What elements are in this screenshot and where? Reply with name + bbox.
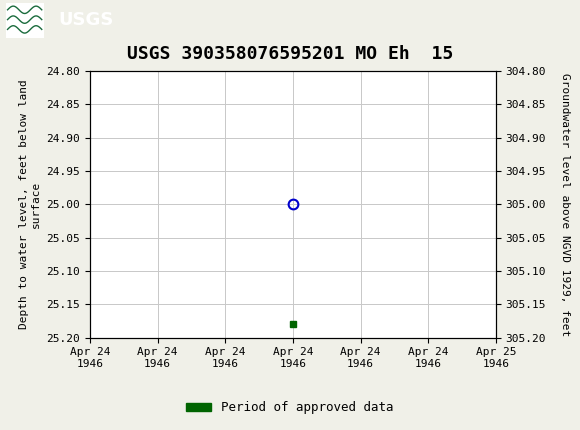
Legend: Period of approved data: Period of approved data: [181, 396, 399, 419]
Bar: [6, 3, 44, 37]
Y-axis label: Groundwater level above NGVD 1929, feet: Groundwater level above NGVD 1929, feet: [560, 73, 570, 336]
Y-axis label: Depth to water level, feet below land
surface: Depth to water level, feet below land su…: [19, 80, 41, 329]
Text: USGS 390358076595201 MO Eh  15: USGS 390358076595201 MO Eh 15: [127, 45, 453, 63]
Text: USGS: USGS: [58, 12, 113, 29]
